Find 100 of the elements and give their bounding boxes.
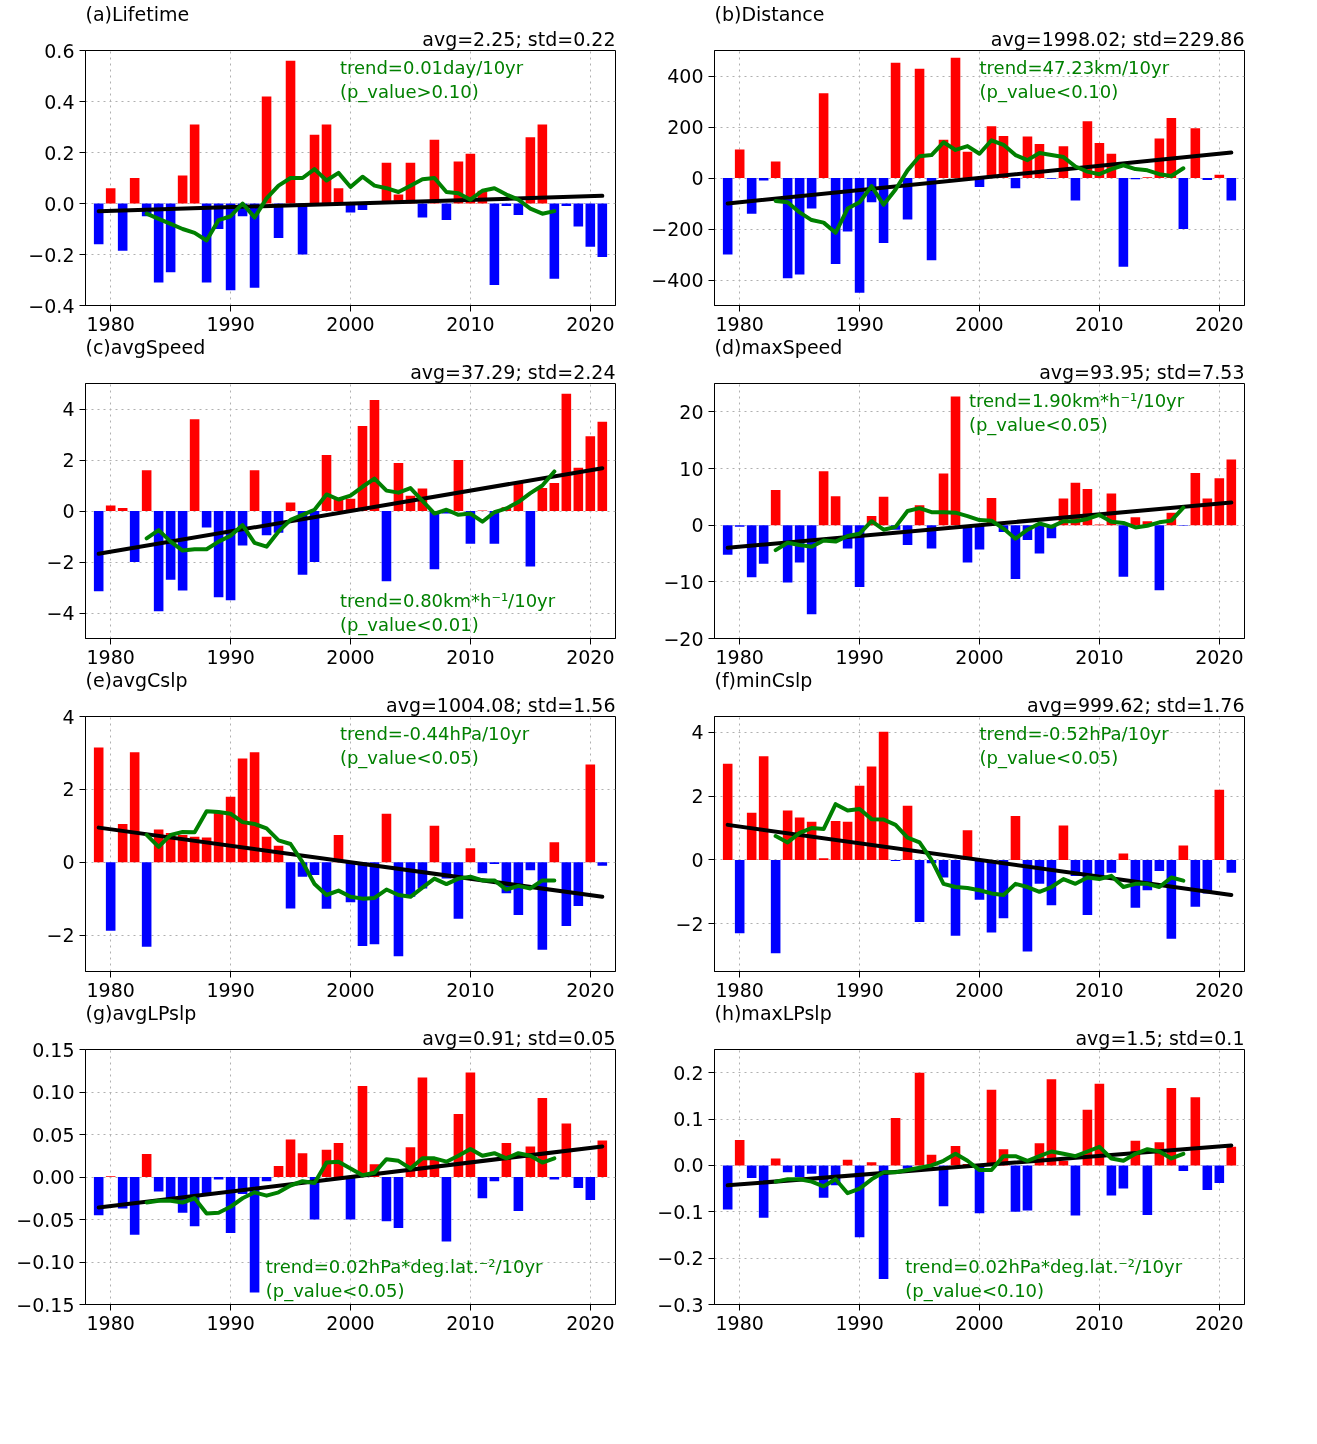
chart-subtitle: avg=0.91; std=0.05: [422, 1026, 616, 1049]
x-tick-label: 2000: [955, 1311, 1004, 1334]
y-tick-label: 4: [62, 705, 75, 728]
annotation: (p_value<0.05): [339, 746, 479, 769]
x-tick-label: 2020: [566, 645, 615, 668]
y-tick-label: 2: [62, 778, 75, 801]
y-tick-label: −0.4: [28, 294, 75, 317]
x-tick-label: 1980: [715, 645, 764, 668]
chart-subtitle: avg=1998.02; std=229.86: [990, 27, 1245, 50]
x-tick-label: 1990: [206, 1311, 255, 1334]
y-tick-label: 4: [62, 398, 75, 420]
chart-title: (g)avgLPslp: [85, 1001, 197, 1024]
x-tick-label: 1980: [86, 312, 135, 335]
annotation: (p_value<0.01): [339, 613, 479, 636]
y-tick-label: −0.05: [16, 1208, 75, 1231]
annotation: trend=47.23km/10yr: [979, 56, 1170, 78]
x-tick-label: 1990: [835, 312, 884, 335]
y-tick-label: 20: [679, 400, 704, 423]
annotation: (p_value<0.05): [968, 413, 1108, 436]
y-tick-label: 0: [62, 851, 75, 874]
y-tick-label: 0.0: [673, 1154, 704, 1177]
annotation: trend=-0.52hPa/10yr: [979, 722, 1170, 744]
x-tick-label: 1980: [86, 1311, 135, 1334]
y-tick-label: 4: [691, 721, 704, 744]
chart-title: (d)maxSpeed: [714, 335, 843, 358]
chart-subtitle: avg=37.29; std=2.24: [410, 360, 616, 383]
x-tick-label: 2010: [446, 645, 495, 668]
x-tick-label: 1990: [206, 978, 255, 1001]
x-tick-label: 2000: [326, 978, 375, 1001]
y-tick-label: −0.10: [16, 1251, 75, 1273]
y-tick-label: −2: [46, 551, 75, 573]
y-tick-label: 10: [679, 457, 704, 480]
y-tick-label: −10: [663, 570, 704, 593]
y-tick-label: 0: [691, 167, 704, 189]
annotation: trend=1.90km*h⁻¹/10yr: [968, 389, 1185, 411]
annotation: (p_value>0.10): [339, 80, 479, 103]
x-tick-label: 1990: [835, 978, 884, 1001]
x-tick-label: 2010: [1075, 978, 1124, 1001]
annotation: (p_value<0.05): [265, 1279, 405, 1302]
x-tick-label: 2000: [955, 312, 1004, 335]
y-tick-label: 0.1: [673, 1108, 704, 1131]
annotation: trend=0.80km*h⁻¹/10yr: [339, 589, 556, 611]
x-tick-label: 2010: [1075, 645, 1124, 668]
y-tick-label: −0.3: [657, 1293, 704, 1316]
y-tick-label: 0: [62, 500, 75, 522]
chart-subtitle: avg=93.95; std=7.53: [1039, 360, 1245, 383]
chart-subtitle: avg=999.62; std=1.76: [1027, 693, 1245, 716]
annotation: trend=0.02hPa*deg.lat.⁻²/10yr: [905, 1255, 1183, 1277]
x-tick-label: 2010: [1075, 1311, 1124, 1334]
y-tick-label: 0.6: [44, 39, 75, 62]
x-tick-label: 2020: [566, 978, 615, 1001]
chart-title: (f)minCslp: [714, 668, 813, 691]
y-tick-label: 0: [691, 848, 704, 871]
chart-title: (b)Distance: [714, 2, 825, 25]
y-tick-label: 0.2: [44, 141, 75, 164]
y-tick-label: 2: [691, 785, 704, 808]
annotation: trend=-0.44hPa/10yr: [339, 722, 530, 744]
x-tick-label: 2010: [446, 978, 495, 1001]
y-tick-label: 400: [667, 65, 704, 87]
x-tick-label: 2020: [566, 1311, 615, 1334]
x-tick-label: 1980: [86, 645, 135, 668]
annotation: trend=0.01day/10yr: [339, 56, 524, 78]
chart-title: (e)avgCslp: [85, 668, 188, 691]
annotation: (p_value<0.10): [905, 1279, 1045, 1302]
y-tick-label: −0.2: [657, 1247, 704, 1270]
chart-title: (c)avgSpeed: [85, 335, 206, 358]
chart-title: (h)maxLPslp: [714, 1001, 832, 1024]
x-tick-label: 1990: [206, 645, 255, 668]
y-tick-label: 0.10: [32, 1081, 75, 1103]
x-tick-label: 1980: [715, 978, 764, 1001]
chart-title: (a)Lifetime: [85, 2, 190, 25]
y-tick-label: −2: [675, 912, 704, 935]
x-tick-label: 2020: [566, 312, 615, 335]
x-tick-label: 1980: [86, 978, 135, 1001]
x-tick-label: 2020: [1195, 645, 1244, 668]
y-tick-label: −400: [651, 269, 704, 291]
y-tick-label: −4: [46, 602, 75, 624]
x-tick-label: 2000: [326, 645, 375, 668]
y-tick-label: −0.2: [28, 243, 75, 266]
y-tick-label: 2: [62, 449, 75, 471]
x-tick-label: 2020: [1195, 312, 1244, 335]
x-tick-label: 2020: [1195, 1311, 1244, 1334]
x-tick-label: 2010: [1075, 312, 1124, 335]
annotation: (p_value<0.05): [979, 746, 1119, 769]
y-tick-label: 200: [667, 116, 704, 138]
x-tick-label: 2000: [326, 1311, 375, 1334]
y-tick-label: 0.05: [32, 1123, 75, 1146]
y-tick-label: 0.2: [673, 1061, 704, 1084]
y-tick-label: 0.0: [44, 192, 75, 215]
x-tick-label: 2010: [446, 1311, 495, 1334]
y-tick-label: 0.00: [32, 1166, 75, 1188]
x-tick-label: 1990: [206, 312, 255, 335]
x-tick-label: 2000: [955, 645, 1004, 668]
x-tick-label: 2010: [446, 312, 495, 335]
y-tick-label: −200: [651, 218, 704, 240]
x-tick-label: 2000: [955, 978, 1004, 1001]
x-tick-label: 2000: [326, 312, 375, 335]
x-tick-label: 1990: [835, 645, 884, 668]
y-tick-label: −0.15: [16, 1293, 75, 1316]
y-tick-label: −20: [663, 627, 704, 650]
